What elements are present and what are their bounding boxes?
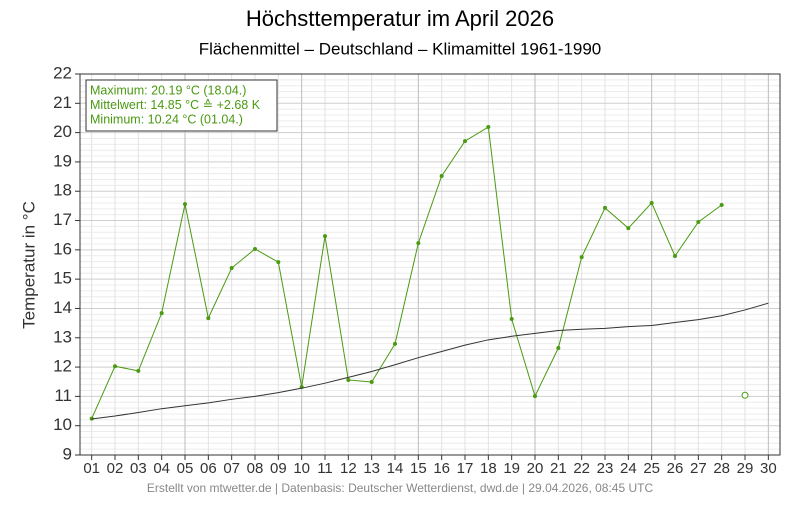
data-point [673,254,677,259]
y-tick-label: 22 [53,63,72,82]
y-tick-label: 16 [53,239,72,258]
y-tick-label: 11 [54,386,72,405]
x-tick-label: 07 [223,460,240,477]
data-point [696,220,701,225]
x-tick-label: 28 [713,460,730,477]
data-point [393,341,397,346]
data-point [603,205,607,210]
x-tick-label: 09 [270,460,287,477]
x-tick-label: 03 [130,460,147,477]
y-tick-label: 14 [53,298,72,317]
x-tick-label: 21 [550,460,567,477]
x-tick-label: 15 [410,460,427,477]
data-point [533,394,537,399]
info-line: Maximum: 20.19 °C (18.04.) [90,83,246,97]
data-point [136,368,141,373]
x-tick-label: 23 [597,460,614,477]
x-tick-label: 30 [760,460,777,477]
series-line [91,126,722,419]
x-tick-label: 01 [83,460,100,477]
data-point [183,202,187,207]
x-tick-label: 24 [620,460,637,477]
y-tick-label: 10 [53,415,72,434]
x-tick-label: 12 [340,460,357,477]
x-tick-label: 29 [737,460,754,477]
data-point [556,346,561,351]
series-line [91,302,769,420]
x-tick-label: 25 [643,460,660,477]
data-point [159,311,164,316]
data-point [463,139,467,144]
x-tick-label: 16 [433,460,450,477]
info-line: Mittelwert: 14.85 °C ≙ +2.68 K [90,98,261,112]
y-tick-label: 19 [53,151,72,170]
data-point [626,226,631,231]
x-tick-label: 06 [200,460,217,477]
x-tick-label: 11 [317,460,333,477]
info-line: Minimum: 10.24 °C (01.04.) [90,112,243,126]
data-point [253,246,257,251]
data-point [416,241,421,246]
x-tick-label: 14 [387,460,404,477]
data-point [649,200,654,205]
x-tick-label: 05 [177,460,194,477]
data-point [579,255,584,260]
data-point [741,391,749,399]
plot-frame [79,73,781,456]
chart-subtitle: Flächenmittel – Deutschland – Klimamitte… [199,39,602,58]
data-point [369,380,374,385]
y-tick-label: 12 [53,357,72,376]
x-tick-label: 04 [153,460,170,477]
footer: Erstellt von mtwetter.de | Datenbasis: D… [147,481,654,495]
y-tick-label: 18 [53,181,72,200]
y-tick-label: 17 [53,210,72,229]
data-point [113,364,117,369]
x-tick-label: 20 [527,460,544,477]
x-tick-label: 02 [107,460,124,477]
data-point [323,234,327,239]
data-point [206,316,211,321]
y-tick-label: 9 [63,444,72,463]
data-point [276,260,281,265]
y-tick-label: 13 [53,327,72,346]
y-tick-label: 15 [53,269,72,288]
x-tick-label: 27 [690,460,707,477]
data-point [509,317,514,322]
data-point [486,125,491,130]
x-tick-label: 26 [667,460,684,477]
y-tick-label: 21 [53,93,72,112]
x-tick-label: 18 [480,460,497,477]
data-point [719,203,724,208]
x-tick-label: 17 [457,460,474,477]
data-point [439,173,444,178]
x-tick-label: 13 [363,460,380,477]
info-box [85,79,278,132]
y-axis-label: Temperatur in °C [19,201,38,329]
data-point [229,266,234,271]
x-tick-label: 19 [503,460,520,477]
chart-title: Höchsttemperatur im April 2026 [246,6,554,31]
y-tick-label: 20 [53,122,72,141]
x-tick-label: 22 [573,460,590,477]
x-tick-label: 08 [247,460,264,477]
x-tick-label: 10 [293,460,310,477]
data-point [346,377,351,382]
